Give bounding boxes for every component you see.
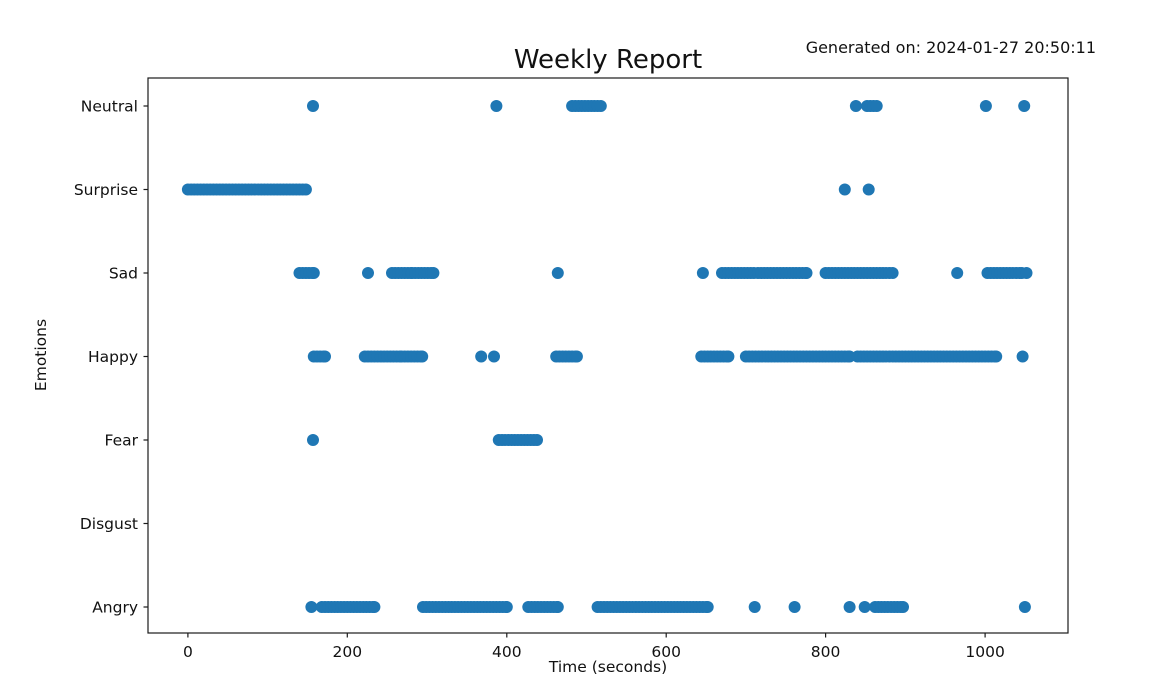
y-tick-label: Surprise — [74, 181, 138, 199]
y-tick-label: Happy — [88, 348, 138, 366]
data-point — [551, 601, 564, 613]
data-point — [488, 350, 500, 363]
data-point — [862, 183, 875, 196]
x-tick-label: 800 — [811, 643, 841, 661]
data-point — [531, 434, 543, 446]
data-point — [722, 350, 735, 363]
data-point — [1020, 267, 1033, 279]
data-point — [843, 601, 856, 613]
x-tick-label: 400 — [492, 643, 522, 661]
data-point — [696, 267, 709, 279]
data-point — [870, 100, 883, 112]
data-point — [838, 183, 851, 196]
data-point — [305, 601, 318, 613]
data-point — [788, 601, 801, 613]
chart-title: Weekly Report — [513, 45, 703, 75]
data-point — [551, 267, 564, 279]
data-point — [307, 100, 319, 112]
y-tick-label: Sad — [109, 265, 138, 283]
data-point — [427, 267, 440, 279]
data-point — [849, 100, 862, 112]
data-point — [1018, 601, 1031, 613]
data-point — [307, 434, 319, 446]
data-point — [490, 100, 503, 112]
y-tick-label: Angry — [92, 599, 138, 617]
data-point — [800, 267, 813, 279]
y-tick-label: Disgust — [80, 515, 138, 533]
y-tick-label: Fear — [105, 432, 139, 450]
generated-on-text: Generated on: 2024-01-27 20:50:11 — [805, 38, 1096, 57]
data-point — [594, 100, 607, 112]
data-point — [362, 267, 374, 279]
x-tick-label: 0 — [183, 643, 193, 661]
data-point — [299, 183, 312, 196]
plot-border — [147, 77, 1069, 634]
data-point — [416, 350, 429, 363]
data-point — [500, 601, 513, 613]
data-point — [1018, 100, 1031, 112]
data-point — [319, 350, 331, 363]
data-point — [570, 350, 583, 363]
data-point — [858, 601, 871, 613]
data-point — [475, 350, 488, 363]
y-tick-label: Neutral — [81, 98, 138, 116]
data-point — [990, 350, 1003, 363]
x-tick-label: 1000 — [965, 643, 1004, 661]
x-axis-label: Time (seconds) — [548, 658, 668, 676]
data-point — [886, 267, 899, 279]
data-point — [897, 601, 909, 613]
data-point — [701, 601, 714, 613]
data-point — [748, 601, 761, 613]
x-tick-label: 600 — [651, 643, 681, 661]
data-point — [1016, 350, 1029, 363]
data-point — [307, 267, 320, 279]
data-point — [979, 100, 992, 112]
data-point — [951, 267, 964, 279]
x-tick-label: 200 — [333, 643, 363, 661]
data-point — [368, 601, 381, 613]
